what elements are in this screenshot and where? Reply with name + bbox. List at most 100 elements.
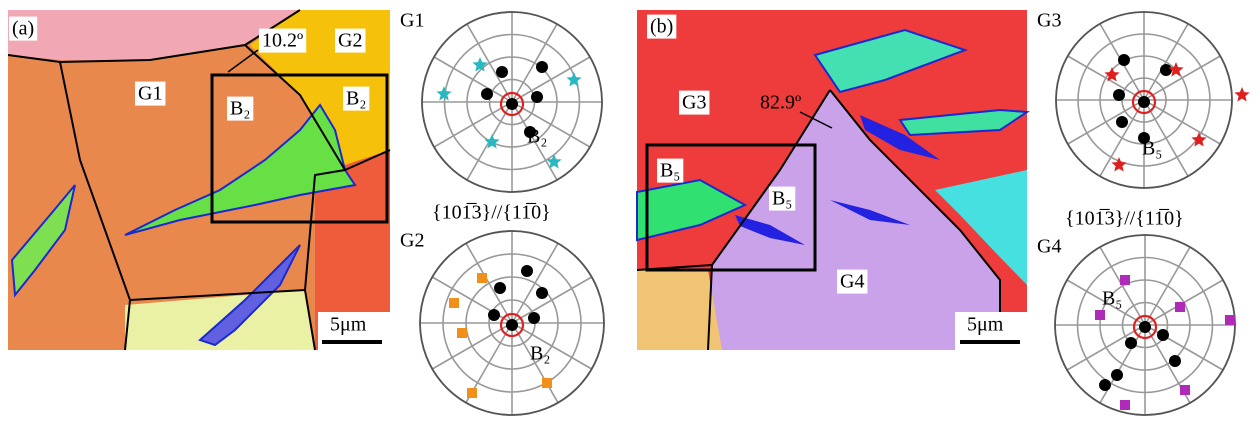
twin-label: B₂ — [230, 98, 250, 120]
pole-dot — [521, 265, 533, 277]
pole-spoke — [1066, 324, 1146, 371]
panel-label: (a) — [12, 18, 34, 40]
plane-relation: {101̅3}//{11̅0} — [432, 202, 551, 224]
label-background — [259, 28, 307, 53]
pole-star — [436, 86, 452, 101]
misorientation: 82.9º — [760, 92, 801, 114]
pole-dot — [1139, 321, 1151, 333]
pole-square — [1225, 315, 1235, 325]
pole-dot — [506, 98, 518, 110]
pole-spoke — [433, 101, 513, 148]
grain-label: G1 — [138, 83, 162, 105]
pole-star — [1191, 132, 1207, 147]
pole-spoke — [511, 322, 559, 404]
pole-marker-ring — [499, 312, 525, 338]
label-background — [227, 96, 254, 121]
pole-dot — [506, 319, 518, 331]
pole-dot — [488, 309, 500, 321]
pole-dot — [1138, 132, 1150, 144]
pole-outline — [421, 11, 603, 193]
pole-dot — [1116, 116, 1128, 128]
pole-dot — [536, 61, 548, 73]
pole-dot — [1169, 355, 1181, 367]
pole-spoke — [511, 23, 558, 103]
pole-square — [1175, 302, 1185, 312]
pole-star — [472, 57, 488, 72]
pole-dot — [1160, 64, 1172, 76]
label-background — [9, 16, 38, 41]
pole-star — [1168, 62, 1184, 77]
pole-spoke — [1143, 23, 1189, 101]
pole-spoke — [1143, 55, 1221, 101]
pole-square — [1095, 310, 1105, 320]
pole-dot — [1138, 96, 1150, 108]
pole-dot — [536, 287, 548, 299]
pole-figure — [419, 230, 605, 416]
pole-marker-ring — [1132, 314, 1158, 340]
ebsd-map-b — [636, 10, 1030, 351]
grain-label: G4 — [840, 271, 864, 293]
pole-dot — [494, 282, 506, 294]
pole-spoke — [511, 322, 593, 370]
pole-figure — [421, 11, 603, 193]
pole-dot — [524, 126, 536, 138]
pole-spoke — [511, 242, 559, 324]
pole-figure-label: G4 — [1037, 236, 1061, 258]
pole-figure-label: G3 — [1037, 10, 1061, 32]
panel-label: (b) — [650, 16, 673, 38]
pole-spoke — [1099, 246, 1146, 326]
pole-star — [1234, 87, 1250, 102]
pole-marker-label: B₅ — [1142, 138, 1162, 160]
label-background — [657, 158, 684, 183]
pole-square — [467, 388, 477, 398]
grain-label: G2 — [338, 30, 362, 52]
pole-spoke — [465, 242, 513, 324]
pole-marker-label: B₂ — [527, 126, 547, 148]
pole-outline — [419, 230, 605, 416]
pole-star — [1104, 67, 1120, 82]
pole-spoke — [466, 23, 513, 103]
label-background — [335, 28, 366, 53]
pole-figure — [1055, 11, 1250, 189]
pole-figure-label: G2 — [400, 230, 424, 252]
pole-dot — [1099, 379, 1111, 391]
pole-spoke — [511, 276, 593, 324]
pole-dot — [481, 88, 493, 100]
pole-spoke — [511, 56, 591, 103]
pole-star — [1111, 157, 1127, 172]
pole-dot — [1125, 337, 1137, 349]
label-background — [769, 186, 796, 211]
pole-figure — [1054, 234, 1236, 416]
grain-label: G3 — [682, 92, 706, 114]
pole-marker-ring — [499, 91, 525, 117]
pole-square — [1120, 400, 1130, 410]
pole-spoke — [1143, 99, 1221, 145]
pole-spoke — [1143, 99, 1189, 177]
twin-label: B₂ — [346, 88, 366, 110]
pole-star — [546, 154, 562, 169]
pole-spoke — [433, 56, 513, 103]
twin-label: B₅ — [660, 160, 680, 182]
pole-marker-label: B₅ — [1102, 288, 1122, 310]
pole-square — [1180, 385, 1190, 395]
pole-spoke — [511, 101, 591, 148]
pole-dot — [528, 312, 540, 324]
twin-label: B₅ — [772, 188, 792, 210]
pole-dot — [496, 66, 508, 78]
scale-bar-label: 5μm — [330, 314, 367, 336]
pole-square — [1120, 275, 1130, 285]
label-background — [343, 86, 370, 111]
pole-spoke — [1144, 324, 1224, 371]
pole-square — [477, 273, 487, 283]
pole-dot — [1118, 54, 1130, 66]
label-background — [647, 14, 677, 39]
pole-star — [484, 134, 500, 149]
plane-relation: {101̅3}//{11̅0} — [1065, 208, 1184, 230]
pole-square — [449, 298, 459, 308]
label-background — [135, 81, 166, 106]
pole-spoke — [1067, 55, 1145, 101]
pole-spoke — [1099, 99, 1145, 177]
pole-outline — [1055, 11, 1233, 189]
pole-dot — [1113, 89, 1125, 101]
